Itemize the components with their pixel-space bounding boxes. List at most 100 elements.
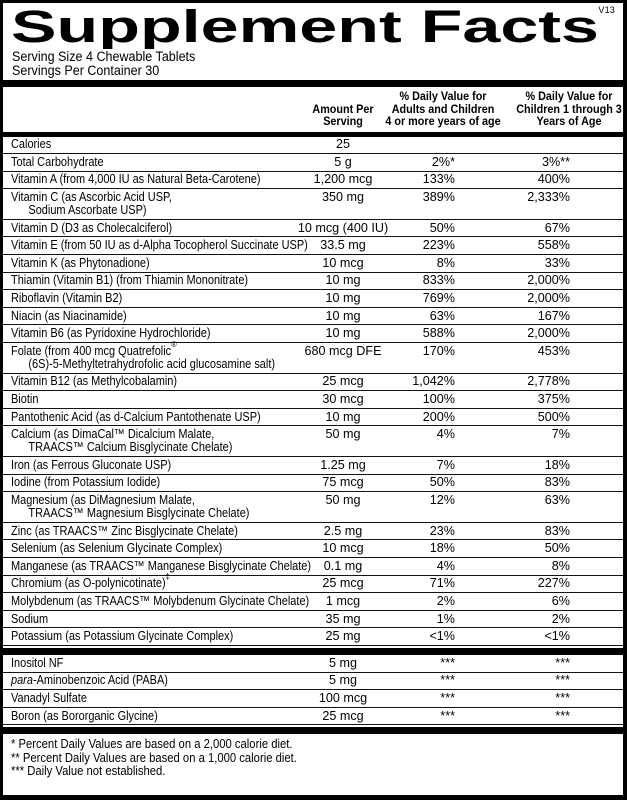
table-row: Molybdenum (as TRAACS™ Molybdenum Glycin… xyxy=(3,593,623,611)
nutrient-name: Molybdenum (as TRAACS™ Molybdenum Glycin… xyxy=(11,593,310,608)
dv-adults-value: 71% xyxy=(429,576,455,591)
dv-children-value: *** xyxy=(555,690,570,705)
nutrient-amount: 10 mg xyxy=(325,273,361,288)
nutrient-amount: 10 mg xyxy=(325,326,361,341)
nutrient-amount: 1 mcg xyxy=(325,593,361,608)
serving-info: Serving Size 4 Chewable Tablets Servings… xyxy=(12,50,623,77)
table-row: Niacin (as Niacinamide) 10 mg 63% 167% xyxy=(3,308,623,326)
dv-adults-value: 63% xyxy=(429,308,455,323)
nutrient-name: Sodium xyxy=(11,611,49,626)
dv-adults-value: 2% xyxy=(436,593,455,608)
nutrient-name: Chromium (as O-polynicotinate)‡ xyxy=(11,571,170,591)
dv-adults-value: *** xyxy=(440,655,455,670)
dv-children-value: *** xyxy=(555,673,570,688)
nutrient-amount: 10 mg xyxy=(325,308,361,323)
dv-children-value: 6% xyxy=(551,593,570,608)
dv-children-value: 2,778% xyxy=(527,374,570,389)
dv-adults-value: 50% xyxy=(429,220,455,235)
dv-children-value: 2,000% xyxy=(527,326,570,341)
nutrient-name: Iodine (from Potassium Iodide) xyxy=(11,475,161,490)
dv-adults-value: *** xyxy=(440,673,455,688)
nutrient-name: Vitamin C (as Ascorbic Acid USP, Sodium A… xyxy=(11,190,172,218)
nutrient-name: Vitamin E (from 50 IU as d-Alpha Tocophe… xyxy=(11,238,308,253)
dv-adults-value: 170% xyxy=(422,343,455,358)
dv-children-value: 558% xyxy=(537,238,570,253)
nutrient-amount: 33.5 mg xyxy=(320,238,366,253)
page-title: Supplement Facts xyxy=(11,5,599,49)
section-divider-bar xyxy=(3,80,623,87)
nutrient-name: Inositol NF xyxy=(11,655,64,670)
nutrient-name: para-Aminobenzoic Acid (PABA) xyxy=(11,673,168,688)
table-row: Manganese (as TRAACS™ Manganese Bisglyci… xyxy=(3,558,623,576)
dv-adults-value: 2%* xyxy=(431,154,455,169)
dv-children-value: 167% xyxy=(537,308,570,323)
dv-adults-value: 588% xyxy=(422,326,455,341)
dv-children-value: 3%** xyxy=(541,154,570,169)
nutrient-name: Zinc (as TRAACS™ Zinc Bisglycinate Chela… xyxy=(11,523,238,538)
dv-children-value: 453% xyxy=(537,343,570,358)
dv-children-value: *** xyxy=(555,655,570,670)
footnote-line: * Percent Daily Values are based on a 2,… xyxy=(11,736,293,752)
dv-children-value: 83% xyxy=(544,475,570,490)
table-row: Magnesium (as DiMagnesium Malate, TRAACS™… xyxy=(3,492,623,523)
dv-children-value: 2% xyxy=(551,611,570,626)
nutrient-name: Vitamin B12 (as Methylcobalamin) xyxy=(11,374,178,389)
table-row: Iron (as Ferrous Gluconate USP) 1.25 mg 7%… xyxy=(3,457,623,475)
nutrient-name: Magnesium (as DiMagnesium Malate, TRAACS™… xyxy=(11,492,250,520)
nutrient-amount: 25 mcg xyxy=(322,708,364,723)
dv-children-value: 2,000% xyxy=(527,273,570,288)
table-row: Total Carbohydrate 5 g 2%* 3%** xyxy=(3,154,623,172)
nutrient-amount: 10 mg xyxy=(325,291,361,306)
nutrient-amount: 5 g xyxy=(334,154,352,169)
table-row: Vitamin B12 (as Methylcobalamin) 25 mcg 1,… xyxy=(3,374,623,392)
nutrient-amount: 350 mg xyxy=(321,190,364,205)
page-title-svg: Supplement Facts xyxy=(11,5,599,49)
nutrient-name: Vanadyl Sulfate xyxy=(11,690,87,705)
table-row: Chromium (as O-polynicotinate)‡ 25 mcg 71%… xyxy=(3,571,623,594)
nutrient-amount: 30 mcg xyxy=(322,392,364,407)
dv-adults-value: *** xyxy=(440,690,455,705)
nutrient-amount: 1.25 mg xyxy=(320,457,366,472)
column-header-amount: Amount Per Serving xyxy=(312,101,374,129)
dv-adults-value: 1,042% xyxy=(412,374,455,389)
footnotes: * Percent Daily Values are based on a 2,… xyxy=(3,734,623,777)
dv-adults-value: 50% xyxy=(429,475,455,490)
dv-adults-value: *** xyxy=(440,708,455,723)
table-row: Potassium (as Potassium Glycinate Comple… xyxy=(3,628,623,646)
dv-adults-value: 4% xyxy=(436,427,455,442)
nutrient-name: Thiamin (Vitamin B1) (from Thiamin Monon… xyxy=(11,273,249,288)
nutrient-name: Folate (from 400 mcg Quatrefolic® (6S)-5-… xyxy=(11,338,276,371)
nutrient-amount: 1,200 mcg xyxy=(313,172,373,187)
nutrient-amount: 2.5 mg xyxy=(323,523,363,538)
nutrient-amount: 10 mcg xyxy=(322,541,364,556)
nutrient-name: Biotin xyxy=(11,392,39,407)
nutrient-name: Vitamin B6 (as Pyridoxine Hydrochloride) xyxy=(11,326,211,341)
column-header-dv-children: % Daily Value for Children 1 through 3 Y… xyxy=(516,89,622,129)
dv-children-value: 63% xyxy=(544,492,570,507)
nutrient-amount: 35 mg xyxy=(325,611,361,626)
footnote-line: ** Percent Daily Values are based on a 1… xyxy=(11,749,297,765)
dv-children-value: 2,333% xyxy=(527,190,570,205)
column-header-dv-adults: % Daily Value for Adults and Children 4 … xyxy=(385,89,501,129)
table-row: Boron (as Bororganic Glycine) 25 mcg *** **… xyxy=(3,708,623,726)
table-row: Thiamin (Vitamin B1) (from Thiamin Monon… xyxy=(3,273,623,291)
dv-adults-value: 7% xyxy=(436,457,455,472)
table-row: Biotin 30 mcg 100% 375% xyxy=(3,391,623,409)
nutrient-name: Manganese (as TRAACS™ Manganese Bisglyci… xyxy=(11,558,312,573)
table-row: Selenium (as Selenium Glycinate Complex)… xyxy=(3,540,623,558)
nutrient-amount: 680 mcg DFE xyxy=(304,343,382,358)
nutrient-amount: 25 mg xyxy=(325,629,361,644)
dv-children-value: 83% xyxy=(544,523,570,538)
dv-children-value: 50% xyxy=(544,541,570,556)
dv-adults-value: 12% xyxy=(429,492,455,507)
nutrient-amount: 10 mcg (400 IU) xyxy=(297,220,389,235)
dv-children-value: 500% xyxy=(537,409,570,424)
dv-children-value: 2,000% xyxy=(527,291,570,306)
header-divider-bar xyxy=(3,132,623,137)
table-row: Inositol NF 5 mg *** *** xyxy=(3,655,623,673)
nutrient-name: Iron (as Ferrous Gluconate USP) xyxy=(11,457,172,472)
table-row: Iodine (from Potassium Iodide) 75 mcg 50% 8… xyxy=(3,475,623,493)
nutrient-name: Calories xyxy=(11,137,52,152)
nutrient-name: Niacin (as Niacinamide) xyxy=(11,308,127,323)
